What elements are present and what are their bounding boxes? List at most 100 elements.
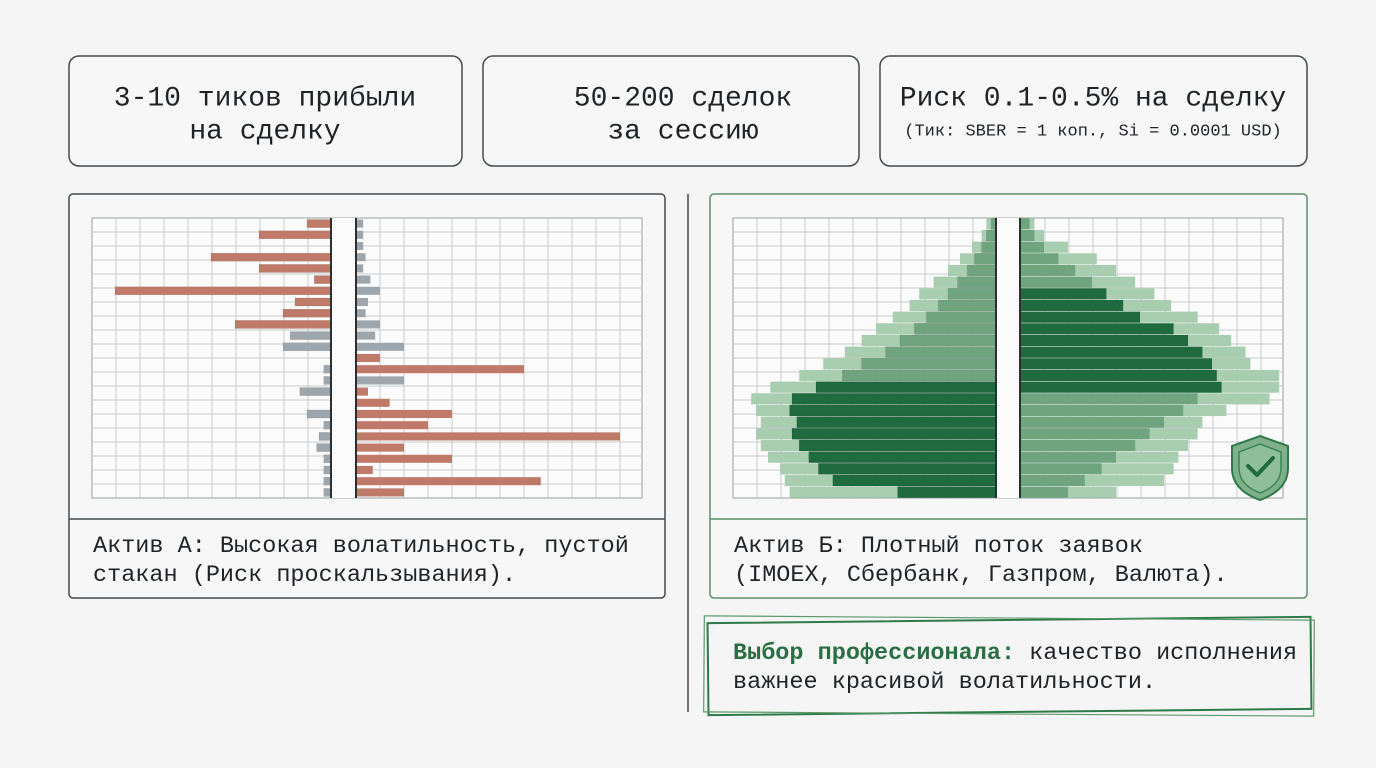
depth-bar — [356, 387, 368, 396]
card-text: Риск 0.1-0.5% на сделку — [900, 83, 1286, 114]
depth-bar — [899, 334, 997, 347]
depth-bar — [356, 488, 404, 497]
depth-bar — [356, 477, 541, 486]
depth-bar — [356, 297, 368, 307]
depth-bar — [356, 219, 364, 228]
depth-bar — [323, 465, 332, 475]
depth-bar — [258, 230, 332, 240]
depth-bar — [815, 381, 997, 393]
depth-bar — [299, 387, 332, 396]
depth-bar — [313, 275, 332, 284]
depth-bar — [306, 409, 332, 419]
depth-bar — [318, 432, 332, 441]
conclusion-text: Выбор профессионала: качество исполнения — [733, 640, 1297, 667]
conclusion-line: качество исполнения — [1029, 640, 1297, 667]
depth-bar — [114, 286, 332, 296]
depth-bar — [323, 454, 332, 464]
depth-bar — [356, 264, 364, 273]
depth-bar — [356, 421, 428, 430]
depth-bar — [356, 353, 380, 363]
card-text: за сессию — [607, 116, 758, 147]
depth-bar — [323, 420, 332, 430]
depth-bar — [818, 463, 997, 475]
caption: стакан (Риск проскальзывания). — [93, 562, 516, 589]
depth-bar — [1020, 311, 1140, 323]
depth-bar — [234, 320, 332, 329]
depth-bar — [791, 428, 997, 440]
caption: (IMOEX, Сбербанк, Газпром, Валюта). — [734, 562, 1228, 589]
caption: Актив Б: Плотный поток заявок — [734, 533, 1143, 560]
depth-bar — [356, 432, 620, 441]
depth-bar — [1020, 439, 1136, 452]
depth-bar — [356, 230, 364, 239]
depth-bar — [1020, 474, 1085, 487]
depth-bar — [1020, 299, 1124, 312]
depth-bar — [861, 358, 997, 370]
conclusion-box — [706, 615, 1313, 717]
depth-bar — [1020, 381, 1222, 393]
center-gap — [331, 218, 356, 498]
depth-bar — [316, 443, 332, 452]
depth-bar — [294, 297, 332, 307]
depth-bar — [356, 409, 452, 419]
depth-bar — [323, 488, 332, 497]
card-text: 50-200 сделок — [574, 83, 792, 114]
shield-icon — [1231, 434, 1289, 502]
depth-bar — [323, 376, 332, 385]
depth-bar — [1020, 346, 1203, 358]
depth-bar — [938, 299, 997, 312]
depth-bar — [796, 416, 997, 428]
depth-bar — [1020, 264, 1076, 277]
depth-bar — [356, 443, 404, 452]
depth-bar — [1020, 323, 1174, 335]
depth-bar — [356, 376, 404, 385]
depth-bar — [897, 486, 997, 498]
depth-bar — [986, 229, 997, 242]
conclusion-box — [703, 615, 1315, 717]
depth-bar — [356, 309, 366, 318]
depth-bar — [282, 308, 332, 318]
conclusion-line: важнее красивой волатильности. — [733, 669, 1156, 696]
depth-bar — [356, 275, 371, 284]
depth-bar — [974, 253, 997, 265]
depth-bar — [791, 393, 997, 405]
depth-bar — [282, 342, 332, 352]
depth-bar — [1020, 253, 1059, 265]
card — [68, 55, 463, 167]
center-gap — [996, 218, 1020, 498]
depth-bar — [356, 365, 524, 374]
card — [879, 55, 1308, 167]
highlight: Выбор профессионала: — [733, 640, 1015, 667]
depth-bar — [1020, 334, 1188, 347]
depth-bar — [1020, 416, 1164, 428]
depth-bar — [1020, 404, 1184, 417]
depth-bar — [289, 331, 332, 340]
depth-bar — [798, 439, 997, 452]
order-book-chart — [91, 217, 643, 499]
depth-bar — [1020, 218, 1030, 230]
depth-bar — [885, 346, 997, 358]
caption: Актив А: Высокая волатильность, пустой — [93, 533, 629, 560]
depth-bar — [356, 241, 364, 251]
card-text: на сделку — [189, 116, 340, 147]
depth-bar — [1020, 451, 1116, 463]
depth-bar — [258, 264, 332, 273]
depth-bar — [1020, 276, 1092, 288]
depth-bar — [356, 342, 404, 351]
depth-bar — [306, 219, 332, 228]
depth-bar — [789, 404, 997, 417]
depth-bar — [1020, 474, 1164, 487]
depth-bar — [1020, 428, 1150, 440]
depth-bar — [356, 454, 452, 463]
depth-bar — [1020, 358, 1212, 370]
card-note: (Тик: SBER = 1 коп., Si = 0.0001 USD) — [904, 122, 1281, 141]
depth-bar — [789, 486, 996, 498]
card — [482, 55, 860, 167]
depth-bar — [356, 331, 376, 340]
depth-bar — [842, 369, 997, 382]
depth-bar — [356, 465, 373, 475]
depth-bar — [914, 323, 997, 335]
order-book-chart — [732, 217, 1284, 499]
grid — [92, 218, 642, 498]
